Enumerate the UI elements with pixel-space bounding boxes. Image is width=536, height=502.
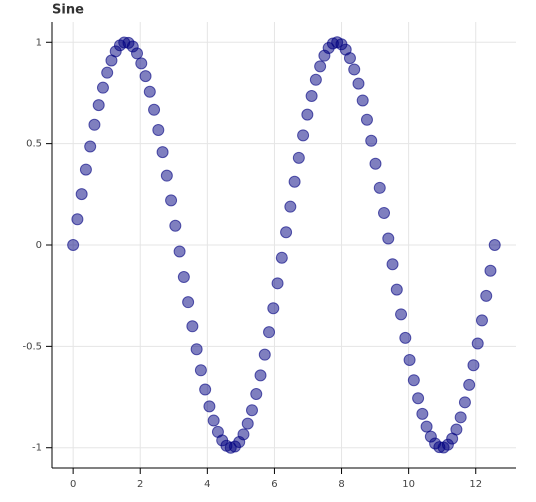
point xyxy=(237,428,250,441)
point xyxy=(454,411,467,424)
point xyxy=(382,232,395,245)
point xyxy=(275,251,288,264)
point xyxy=(250,388,263,401)
point xyxy=(309,73,322,86)
point xyxy=(292,151,305,164)
point xyxy=(352,77,365,90)
point xyxy=(297,129,310,142)
point xyxy=(148,103,161,116)
point xyxy=(407,374,420,387)
point xyxy=(156,146,169,159)
point xyxy=(373,181,386,194)
y-tick-label: 0 xyxy=(36,240,42,251)
point xyxy=(139,70,152,83)
x-tick-label: 10 xyxy=(402,479,415,490)
point xyxy=(399,331,412,344)
point xyxy=(169,219,182,232)
point xyxy=(258,348,271,361)
point xyxy=(471,337,484,350)
point xyxy=(458,396,471,409)
point xyxy=(267,302,280,315)
point xyxy=(245,404,258,417)
point xyxy=(369,157,382,170)
point xyxy=(135,57,148,70)
point xyxy=(280,226,293,239)
point xyxy=(84,140,97,153)
y-tick-label: 1 xyxy=(36,37,42,48)
y-tick-label: -1 xyxy=(32,443,42,454)
point xyxy=(92,99,105,112)
point xyxy=(488,239,501,251)
point xyxy=(288,175,301,188)
point xyxy=(143,85,156,98)
point xyxy=(386,258,399,271)
point xyxy=(412,392,425,405)
point xyxy=(79,163,92,176)
point xyxy=(88,118,101,131)
point xyxy=(203,400,216,413)
point xyxy=(305,89,318,102)
point xyxy=(254,369,267,382)
point xyxy=(343,52,356,65)
point xyxy=(67,239,80,251)
point xyxy=(190,343,203,356)
point xyxy=(395,308,408,321)
y-tick-label: 0.5 xyxy=(26,139,42,150)
point xyxy=(416,407,429,420)
point xyxy=(475,314,488,327)
chart-title: Sine xyxy=(52,3,84,18)
point xyxy=(186,320,199,333)
point xyxy=(314,60,327,73)
point xyxy=(101,66,114,79)
x-tick-label: 8 xyxy=(338,479,344,490)
point xyxy=(71,213,84,226)
point xyxy=(263,326,276,339)
point xyxy=(301,108,314,121)
point xyxy=(75,188,88,201)
point xyxy=(199,383,212,396)
point xyxy=(450,423,463,436)
point xyxy=(165,194,178,207)
point xyxy=(403,353,416,366)
x-tick-label: 2 xyxy=(137,479,143,490)
x-tick-label: 12 xyxy=(469,479,482,490)
point xyxy=(182,296,195,309)
x-tick-label: 6 xyxy=(271,479,277,490)
point xyxy=(390,283,403,296)
point xyxy=(271,277,284,290)
x-tick-label: 0 xyxy=(70,479,76,490)
point xyxy=(484,264,497,277)
point xyxy=(365,134,378,147)
point xyxy=(284,200,297,213)
point xyxy=(160,169,173,182)
point xyxy=(348,63,361,76)
point xyxy=(96,81,109,94)
point xyxy=(420,420,433,433)
point xyxy=(173,245,186,258)
y-tick-label: -0.5 xyxy=(22,341,42,352)
point xyxy=(378,206,391,219)
point xyxy=(356,94,369,107)
point xyxy=(207,414,220,427)
point xyxy=(152,124,165,137)
point xyxy=(241,417,254,430)
point xyxy=(131,47,144,60)
point xyxy=(194,364,207,377)
point xyxy=(177,271,190,284)
point xyxy=(480,289,493,302)
x-tick-label: 4 xyxy=(204,479,210,490)
point xyxy=(467,359,480,372)
point xyxy=(360,113,373,126)
point xyxy=(463,378,476,391)
